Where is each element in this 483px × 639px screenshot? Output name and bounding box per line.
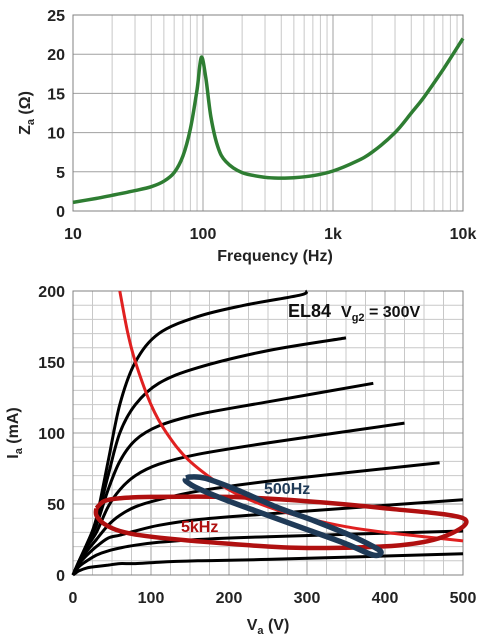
plate-curve-4 — [71, 421, 405, 576]
anode-x-tick-label: 300 — [294, 590, 321, 607]
load-ellipse-500hz — [182, 474, 384, 559]
anode-x-label-sub: a — [257, 625, 264, 637]
anode-plot-frame — [72, 290, 464, 576]
anode-x-ticks: 0 100 200 300 400 500 — [69, 590, 477, 607]
impedance-x-axis-label: Frequency (Hz) — [217, 248, 333, 265]
anode-x-label-unit: (V) — [264, 617, 290, 634]
anode-y-ticks: 0 50 100 150 200 — [38, 284, 65, 585]
anode-x-tick-label: 100 — [138, 590, 165, 607]
anode-x-tick-label: 0 — [69, 590, 78, 607]
tube-name: EL84 — [288, 301, 331, 321]
impedance-grid — [72, 14, 464, 212]
anode-y-label-unit: (mA) — [5, 407, 22, 448]
anode-y-tick-label: 200 — [38, 284, 65, 301]
plate-curve-7 — [71, 529, 464, 576]
power-hyperbola — [118, 290, 464, 543]
anode-y-tick-label: 150 — [38, 355, 65, 372]
impedance-y-tick-label: 15 — [47, 86, 65, 103]
screen-voltage-rest: = 300V — [365, 304, 421, 321]
anode-x-label-main: V — [247, 617, 258, 634]
impedance-x-tick-label: 1k — [324, 226, 342, 243]
anode-y-label-sub: a — [13, 447, 25, 454]
anode-x-tick-label: 200 — [216, 590, 243, 607]
impedance-y-ticks: 0 5 10 15 20 25 — [47, 8, 65, 221]
anode-y-tick-label: 100 — [38, 426, 65, 443]
anode-y-tick-label: 50 — [47, 497, 65, 514]
impedance-x-ticks: 10 100 1k 10k — [64, 226, 476, 243]
impedance-curve — [72, 37, 465, 205]
impedance-y-tick-label: 20 — [47, 47, 65, 64]
impedance-x-tick-label: 100 — [190, 226, 217, 243]
anode-x-axis-label: Va (V) — [247, 617, 290, 637]
plate-curve-5 — [71, 461, 440, 576]
anode-grid — [72, 290, 464, 576]
load-ellipse-5khz — [93, 494, 469, 551]
impedance-y-label-unit: (Ω) — [17, 91, 34, 119]
impedance-x-tick-label: 10k — [450, 226, 477, 243]
impedance-y-label-main: Z — [17, 125, 34, 135]
impedance-y-tick-label: 5 — [56, 165, 65, 182]
impedance-x-tick-label: 10 — [64, 226, 82, 243]
screen-voltage-main: V — [341, 304, 352, 321]
impedance-y-label-sub: a — [25, 118, 37, 125]
impedance-y-axis-label: Za (Ω) — [17, 91, 37, 135]
anode-y-label-main: I — [5, 454, 22, 458]
tube-annotation: EL84 Vg2 = 300V — [288, 301, 420, 324]
label-5khz: 5kHz — [181, 519, 218, 536]
impedance-y-tick-label: 0 — [56, 204, 65, 221]
anode-x-tick-label: 500 — [450, 590, 477, 607]
plate-curve-8 — [72, 552, 464, 577]
screen-voltage-sub: g2 — [352, 312, 365, 324]
impedance-plot-frame — [72, 14, 464, 212]
anode-y-tick-label: 0 — [56, 568, 65, 585]
impedance-y-tick-label: 10 — [47, 126, 65, 143]
label-500hz: 500Hz — [264, 481, 310, 498]
anode-chart: 0 50 100 150 200 0 100 200 300 400 500 EL84 Vg2 = … — [5, 284, 476, 637]
anode-x-tick-label: 400 — [372, 590, 399, 607]
anode-y-axis-label: Ia (mA) — [5, 407, 25, 458]
impedance-y-tick-label: 25 — [47, 8, 65, 25]
impedance-chart: 0 5 10 15 20 25 10 100 1k 10k Frequency (Hz) Za … — [17, 8, 476, 265]
